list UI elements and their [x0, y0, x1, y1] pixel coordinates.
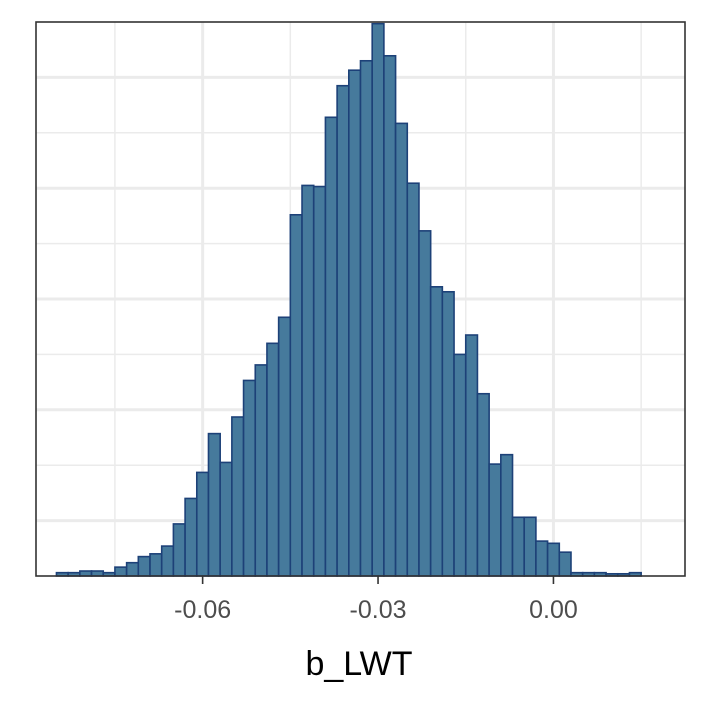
x-axis-title: b_LWT: [305, 645, 412, 683]
histogram-bar: [511, 516, 526, 577]
histogram-bar: [242, 379, 257, 577]
histogram-bar: [312, 185, 327, 577]
panel-border: [35, 21, 686, 577]
histogram-bar: [301, 184, 315, 577]
histogram-bar: [149, 553, 163, 577]
histogram-bar: [289, 213, 303, 577]
histogram-bar: [266, 342, 280, 577]
x-tick-label: 0.00: [529, 596, 578, 624]
histogram-bar: [184, 497, 198, 577]
histogram-bar: [453, 353, 467, 577]
histogram-bar: [371, 22, 385, 577]
x-tick-label: -0.03: [350, 596, 407, 624]
histogram-bar: [418, 230, 432, 577]
histogram-bar: [231, 416, 245, 577]
histogram-bar: [207, 432, 221, 577]
histogram-bar: [476, 392, 490, 577]
histogram-bar: [219, 461, 233, 577]
histogram-bar: [441, 290, 455, 577]
histogram-bar: [254, 364, 268, 577]
histogram-bar: [277, 316, 292, 577]
histogram-bar: [464, 334, 479, 577]
histogram-bar: [535, 540, 549, 577]
x-tick-label: -0.06: [174, 596, 231, 624]
x-axis-ticks: -0.06 -0.03 0.00: [174, 576, 578, 624]
histogram-bar: [488, 463, 502, 577]
histogram-bar: [359, 59, 373, 577]
histogram-bar: [558, 551, 572, 577]
histogram-bar: [500, 453, 514, 577]
histogram-bar: [324, 116, 338, 577]
histogram-bar: [137, 555, 151, 577]
histogram-bar: [336, 84, 350, 577]
histogram-bar: [394, 122, 409, 577]
histogram-bars: [55, 22, 642, 577]
histogram-bar: [383, 54, 397, 577]
histogram-bar: [523, 516, 537, 577]
histogram-bar: [406, 182, 420, 577]
histogram-bar: [348, 69, 362, 577]
histogram-bar: [195, 471, 210, 577]
histogram-bar: [125, 561, 140, 577]
histogram-bar: [160, 545, 175, 577]
histogram-bar: [114, 566, 128, 577]
histogram-bar: [172, 523, 186, 577]
histogram-bar: [546, 542, 561, 577]
histogram-bar: [429, 286, 444, 577]
